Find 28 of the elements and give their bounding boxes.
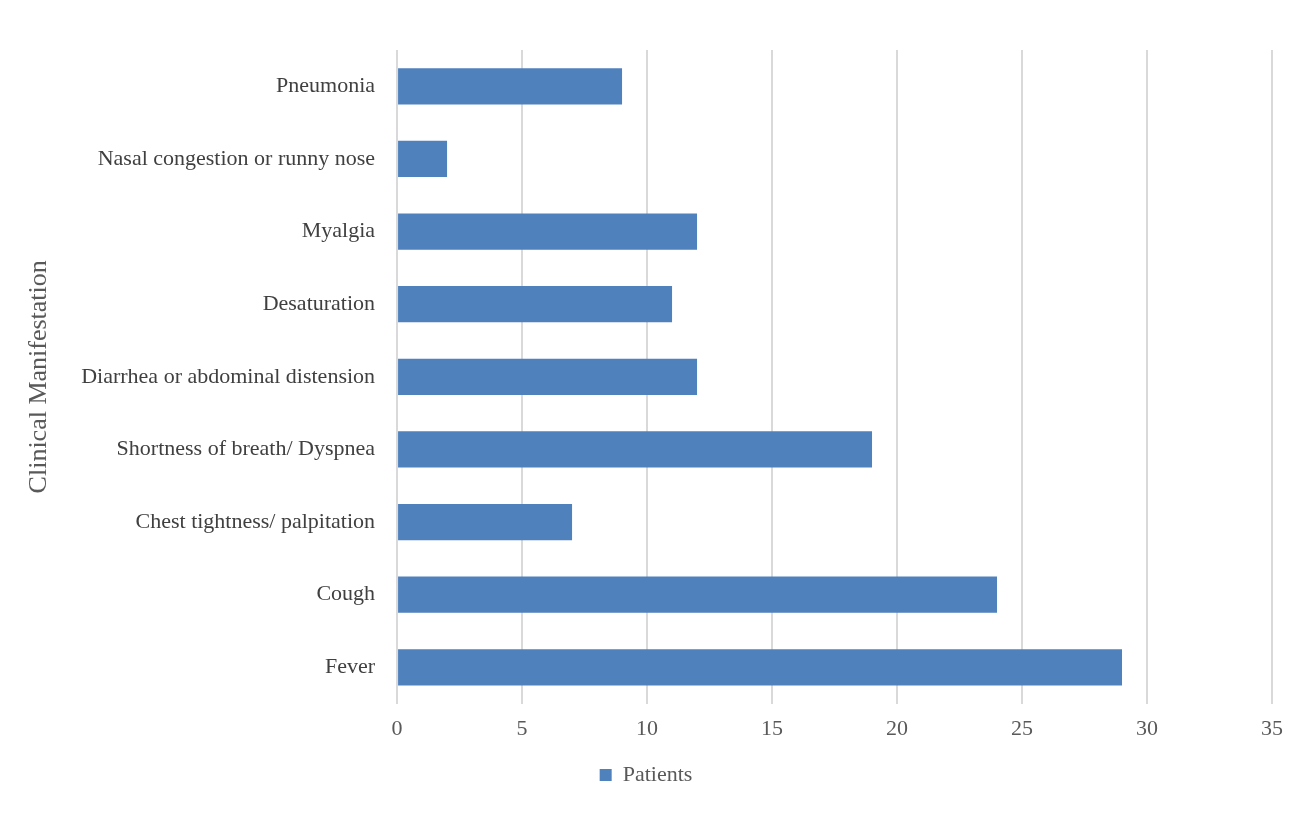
y-tick-label: Myalgia: [301, 217, 376, 243]
y-tick-label: Diarrhea or abdominal distension: [81, 362, 376, 388]
y-tick-label: Desaturation: [262, 289, 376, 315]
y-tick-label: Cough: [316, 580, 376, 606]
y-tick-label: Pneumonia: [276, 72, 376, 98]
y-tick-label: Nasal congestion or runny nose: [97, 144, 376, 170]
x-tick-label: 5: [516, 714, 528, 740]
y-tick-label: Shortness of breath/ Dyspnea: [116, 435, 376, 461]
bar: [398, 576, 998, 613]
bar: [398, 213, 698, 250]
legend-label: Patients: [622, 760, 693, 786]
x-tick-label: 20: [886, 714, 909, 740]
y-tick-label: Fever: [324, 653, 376, 679]
x-tick-label: 30: [1136, 714, 1159, 740]
y-axis-title: Clinical Manifestation: [23, 260, 53, 494]
bar: [398, 358, 698, 395]
bar: [398, 649, 1123, 686]
x-tick-label: 10: [636, 714, 659, 740]
bar: [398, 503, 573, 541]
bar: [398, 286, 673, 323]
y-tick-label: Chest tightness/ palpitation: [135, 507, 376, 533]
bar: [398, 140, 448, 178]
x-tick-label: 35: [1261, 714, 1283, 740]
x-tick-label: 0: [391, 714, 403, 740]
bar: [398, 68, 623, 105]
bar: [398, 431, 873, 468]
x-tick-label: 15: [761, 714, 784, 740]
x-tick-label: 25: [1011, 714, 1034, 740]
